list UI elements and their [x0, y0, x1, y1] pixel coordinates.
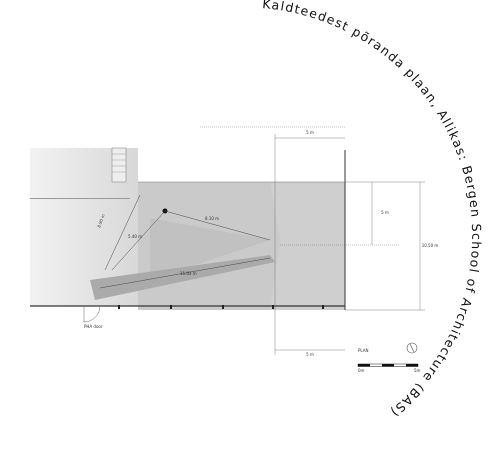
ramp — [90, 255, 275, 300]
dim-label: 10.50 m — [422, 243, 439, 248]
floor-plan — [30, 126, 425, 367]
plan-label: PLAN — [358, 348, 368, 353]
scale-label: 5m — [414, 368, 421, 373]
dim-label: 8.90 m — [96, 213, 106, 228]
dim-label: 5 m — [306, 130, 314, 135]
stairs — [111, 147, 127, 183]
north-arrow-line — [409, 343, 415, 353]
door-swing — [83, 305, 101, 323]
stair-steps — [112, 153, 126, 173]
scale-bar — [357, 363, 419, 367]
door-label: PHA door — [84, 324, 103, 329]
posts — [118, 305, 324, 309]
north-arrow — [406, 342, 418, 354]
dim-label: 15.83 m — [180, 271, 197, 276]
dim-label: 5 m — [381, 210, 389, 215]
dim-label: 8.10 m — [205, 216, 219, 221]
scale-label: 0m — [358, 368, 365, 373]
wall — [30, 198, 130, 199]
dim-label: 5.40 m — [128, 234, 142, 239]
dimension-lines — [200, 126, 425, 355]
measure-lines — [99, 194, 271, 289]
ramp-area — [138, 182, 280, 310]
dim-label: 5 m — [306, 352, 314, 357]
